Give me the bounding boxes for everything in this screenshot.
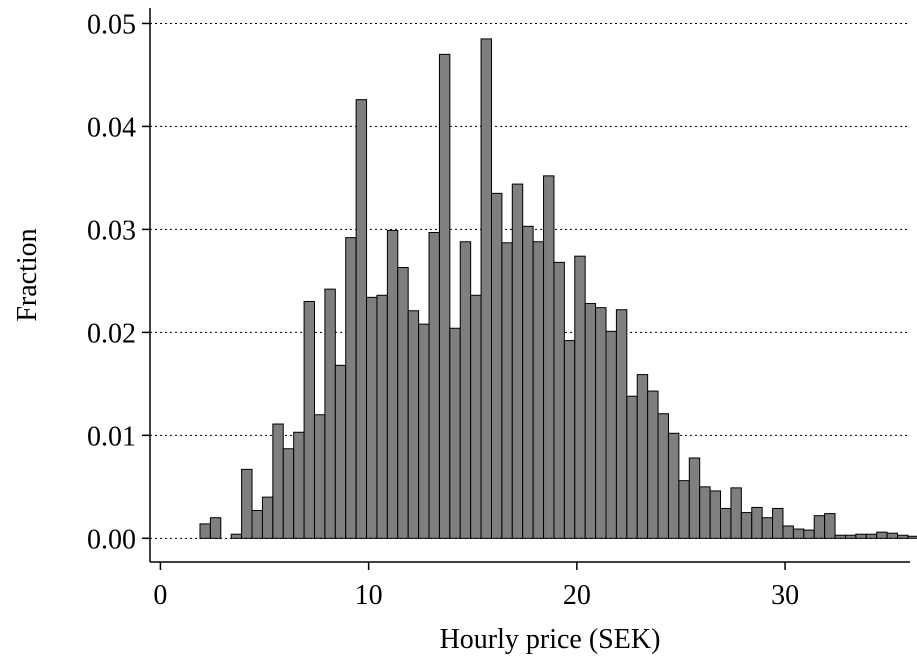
histogram-bar [792,528,805,539]
histogram-bar [834,534,846,539]
histogram-bar [334,364,347,539]
histogram-bar [376,294,388,539]
histogram-bar [303,300,315,539]
histogram-bar [324,288,336,539]
histogram-bar [844,534,857,539]
x-axis-title: Hourly price (SEK) [440,624,661,655]
histogram-bar [876,531,888,539]
histogram-bar [428,231,440,539]
y-tick-label: 0.03 [87,215,136,246]
histogram-bar [865,533,878,539]
y-tick-label: 0.00 [87,524,136,555]
y-tick-label: 0.05 [87,9,136,40]
histogram-bar [261,496,274,539]
histogram-bar [824,513,836,539]
axes [149,8,910,563]
y-tick-label: 0.04 [87,112,136,143]
x-tick-label: 10 [355,580,383,611]
x-tick-label: 20 [563,580,591,611]
histogram-bar [313,414,326,539]
histogram-bar [667,432,680,539]
histogram-bar [699,486,711,539]
histogram-bar [501,242,513,539]
histogram-bar [626,395,638,539]
histogram-bar [595,307,607,539]
histogram-bar [688,457,701,539]
histogram-bar [751,506,763,539]
histogram-bar [522,225,534,539]
histogram-bar [345,237,357,539]
histogram-bar [282,448,295,539]
histogram-bar [761,517,774,539]
histogram-bar [251,510,263,539]
histogram-bar [657,413,669,539]
histogram-bar [386,229,399,539]
histogram-bar [563,340,576,539]
histogram-bar [459,241,472,539]
histogram-bar [397,266,409,539]
y-axis-title: Fraction [12,228,43,321]
histogram-bar [678,480,690,539]
histogram-bar [366,296,378,539]
x-tick-label: 0 [153,580,167,611]
histogram-bar [615,309,628,539]
histogram-bar [886,532,899,539]
histogram-bar [241,468,253,539]
histogram-bar [293,431,305,539]
histogram-bar [272,423,284,539]
histogram-bar [803,529,815,539]
histogram-bar [449,327,461,539]
histogram-bar [511,183,524,539]
y-tick-label: 0.01 [87,421,136,452]
histogram-bar [418,323,430,539]
histogram-bar [709,490,722,539]
histogram-bar [740,512,753,539]
histogram-bar [355,99,368,539]
histogram-bar [730,487,742,539]
histogram-bar [584,303,597,539]
tick-marks-and-labels: 0.00 0.01 0.02 0.03 0.04 0.05 0 10 20 30 [87,9,799,611]
histogram-bar [855,533,867,539]
histogram-bar [772,507,784,539]
histogram-bar [532,241,545,539]
histogram-bar [543,175,555,539]
histogram-bar [605,330,617,539]
histogram-bar [574,255,586,539]
histogram-bar [813,515,826,539]
histogram-bar [647,390,659,539]
histogram-bar [230,533,243,539]
histogram-bar [490,192,503,539]
x-tick-label: 30 [771,580,799,611]
y-tick-label: 0.02 [87,318,136,349]
histogram-bar [907,535,917,539]
histogram-bar [720,507,732,539]
histogram-bar [636,374,649,539]
histogram-bar [782,525,794,539]
histogram-bar [553,261,565,539]
histogram-bar [438,53,451,539]
histogram-bars [199,38,917,539]
histogram-bar [480,38,492,539]
histogram-bar [897,534,909,539]
histogram-bar [470,294,482,539]
histogram-bar [407,310,420,539]
histogram-bar [199,523,211,539]
histogram-bar [209,517,222,539]
